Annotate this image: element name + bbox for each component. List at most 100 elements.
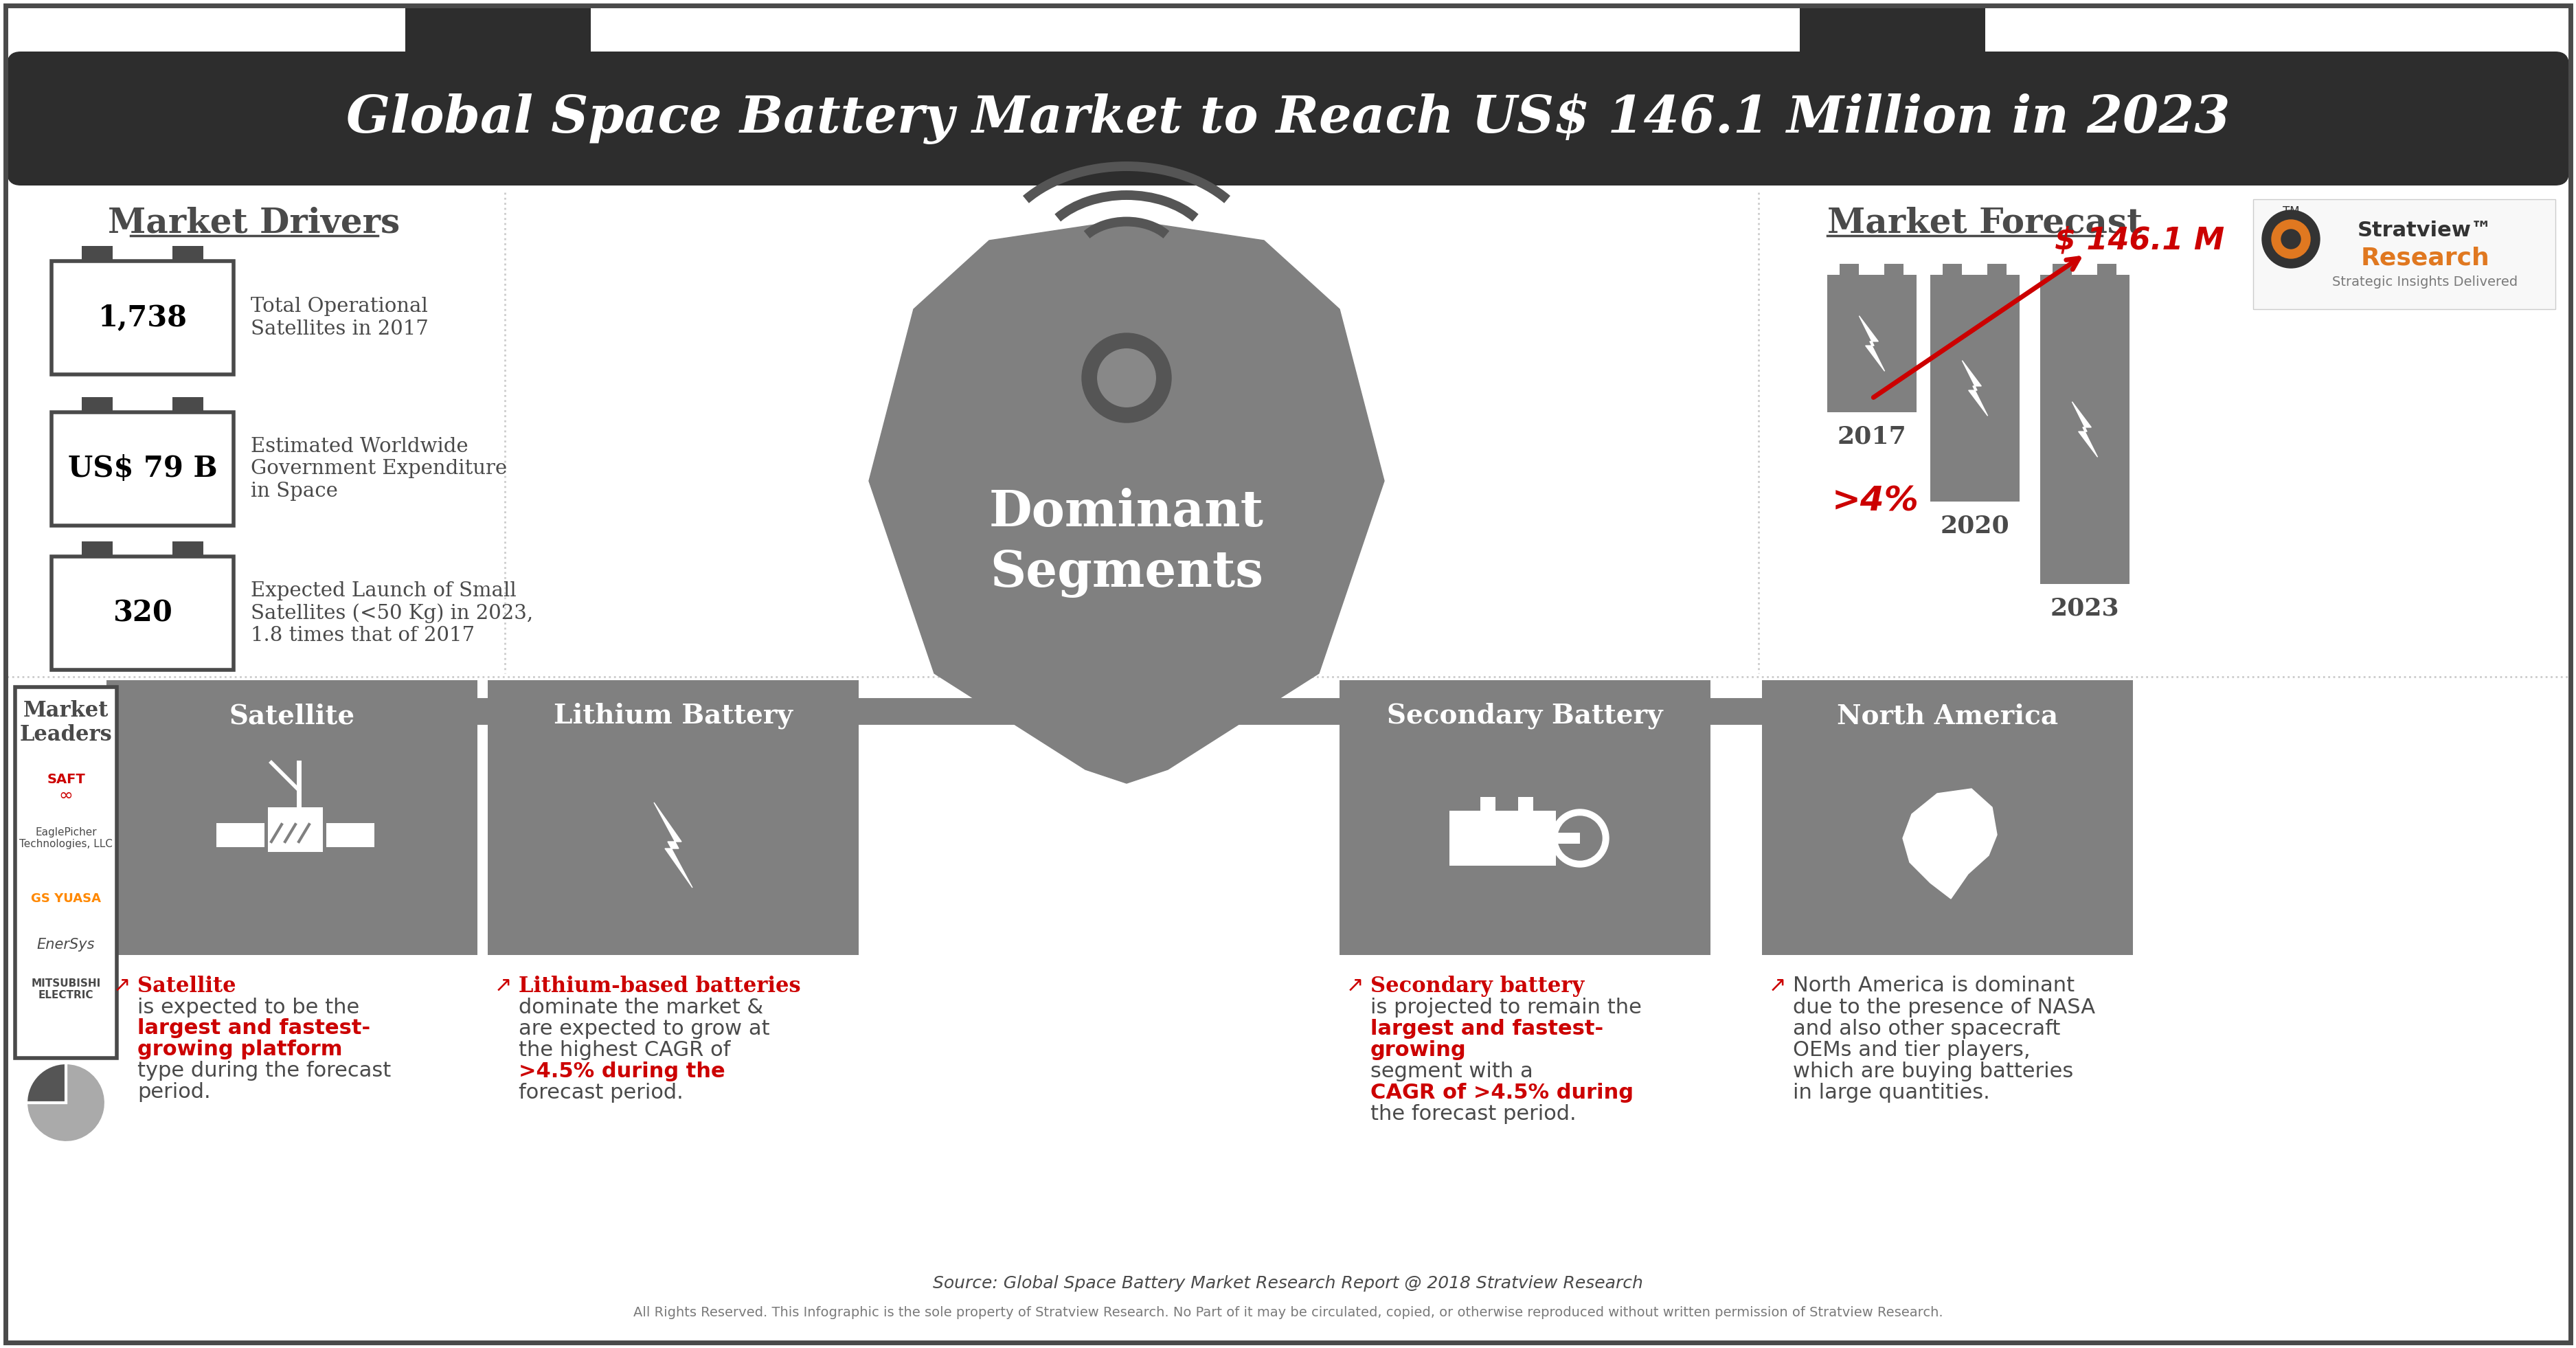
Circle shape — [2282, 229, 2300, 249]
Polygon shape — [1963, 360, 1989, 417]
Bar — [1517, 797, 1533, 814]
Text: ↗: ↗ — [113, 976, 137, 996]
Text: dominate the market &: dominate the market & — [518, 998, 762, 1018]
Bar — [1883, 264, 1904, 275]
Bar — [1450, 810, 1556, 865]
Text: Strategic Insights Delivered: Strategic Insights Delivered — [2331, 275, 2517, 288]
Bar — [404, 7, 590, 65]
Text: in large quantities.: in large quantities. — [1793, 1082, 1989, 1103]
Text: the forecast period.: the forecast period. — [1370, 1104, 1577, 1124]
Bar — [2097, 264, 2117, 275]
Text: largest and fastest-: largest and fastest- — [137, 1018, 371, 1038]
Polygon shape — [2071, 402, 2097, 457]
Text: Dominant
Segments: Dominant Segments — [989, 488, 1265, 597]
Bar — [2053, 264, 2071, 275]
Bar — [1801, 7, 1986, 65]
Text: due to the presence of NASA: due to the presence of NASA — [1793, 998, 2094, 1018]
Bar — [1839, 264, 1860, 275]
Text: SAFT: SAFT — [46, 774, 85, 786]
Bar — [106, 681, 477, 954]
Text: Secondary Battery: Secondary Battery — [1386, 702, 1664, 729]
Text: Expected Launch of Small
Satellites (<50 Kg) in 2023,
1.8 times that of 2017: Expected Launch of Small Satellites (<50… — [250, 581, 533, 646]
Text: and also other spacecraft: and also other spacecraft — [1793, 1019, 2061, 1039]
Text: Source: Global Space Battery Market Research Report @ 2018 Stratview Research: Source: Global Space Battery Market Rese… — [933, 1275, 1643, 1291]
Text: Market Forecast: Market Forecast — [1826, 206, 2143, 240]
Bar — [216, 824, 265, 847]
Text: is projected to remain the: is projected to remain the — [1370, 998, 1641, 1018]
Circle shape — [1551, 809, 1610, 867]
Text: forecast period.: forecast period. — [518, 1082, 683, 1103]
Bar — [1481, 797, 1497, 814]
Text: EnerSys: EnerSys — [36, 938, 95, 952]
Text: ↗: ↗ — [1347, 976, 1370, 996]
Circle shape — [2272, 220, 2311, 259]
Bar — [1826, 275, 1917, 412]
Text: >4%: >4% — [1832, 485, 1919, 518]
Circle shape — [1097, 349, 1157, 407]
Text: 2020: 2020 — [1940, 514, 2009, 538]
Text: Lithium Battery: Lithium Battery — [554, 702, 793, 729]
Bar — [1986, 264, 2007, 275]
Text: segment with a: segment with a — [1370, 1061, 1533, 1081]
Bar — [52, 412, 234, 526]
Text: growing: growing — [1370, 1041, 1466, 1060]
Text: OEMs and tier players,: OEMs and tier players, — [1793, 1041, 2030, 1060]
Text: MITSUBISHI
ELECTRIC: MITSUBISHI ELECTRIC — [31, 979, 100, 1000]
Polygon shape — [868, 220, 1383, 783]
Text: Satellite: Satellite — [229, 702, 355, 729]
Polygon shape — [1904, 789, 1996, 899]
Bar — [82, 245, 113, 262]
Bar — [1942, 264, 1963, 275]
Text: 2023: 2023 — [2050, 596, 2120, 620]
Text: ↗: ↗ — [1770, 976, 1793, 996]
Bar — [1929, 275, 2020, 501]
Bar — [173, 398, 204, 412]
Text: Estimated Worldwide
Government Expenditure
in Space: Estimated Worldwide Government Expenditu… — [250, 437, 507, 501]
Text: Research: Research — [2360, 245, 2488, 270]
Text: 320: 320 — [113, 599, 173, 628]
Text: type during the forecast: type during the forecast — [137, 1061, 392, 1081]
Bar — [15, 687, 116, 1058]
Text: is expected to be the: is expected to be the — [137, 998, 361, 1018]
Wedge shape — [26, 1062, 67, 1103]
Text: EaglePicher
Technologies, LLC: EaglePicher Technologies, LLC — [18, 828, 113, 849]
Bar — [173, 245, 204, 262]
Text: 1,738: 1,738 — [98, 303, 188, 332]
Bar — [2254, 200, 2555, 309]
Text: CAGR of >4.5% during: CAGR of >4.5% during — [1370, 1082, 1633, 1103]
Text: Stratview™: Stratview™ — [2357, 220, 2494, 240]
Polygon shape — [654, 802, 693, 888]
Text: US$ 79 B: US$ 79 B — [67, 454, 216, 484]
Bar — [487, 681, 858, 954]
Text: Lithium-based batteries: Lithium-based batteries — [518, 976, 801, 998]
Bar — [327, 824, 374, 847]
Bar — [82, 542, 113, 557]
Text: North America: North America — [1837, 702, 2058, 729]
Bar — [1556, 833, 1579, 844]
Text: Secondary battery: Secondary battery — [1370, 976, 1584, 998]
Circle shape — [1082, 333, 1172, 422]
Text: period.: period. — [137, 1082, 211, 1103]
Text: ↗: ↗ — [495, 976, 518, 996]
Text: >4.5% during the: >4.5% during the — [518, 1061, 726, 1081]
Bar — [1762, 681, 2133, 954]
Bar — [82, 398, 113, 412]
Text: $ 146.1 M: $ 146.1 M — [2056, 225, 2226, 255]
Wedge shape — [26, 1062, 106, 1143]
Bar — [8, 186, 2568, 1341]
Bar — [52, 557, 234, 670]
Text: the highest CAGR of: the highest CAGR of — [518, 1041, 732, 1060]
Bar — [52, 262, 234, 375]
Text: which are buying batteries: which are buying batteries — [1793, 1061, 2074, 1081]
Text: largest and fastest-: largest and fastest- — [1370, 1019, 1602, 1039]
Text: Market Drivers: Market Drivers — [108, 206, 399, 240]
Text: TM: TM — [2282, 205, 2300, 218]
Text: growing platform: growing platform — [137, 1039, 343, 1060]
Text: are expected to grow at: are expected to grow at — [518, 1019, 770, 1039]
Text: 2017: 2017 — [1837, 425, 1906, 448]
Text: North America is dominant: North America is dominant — [1793, 976, 2074, 996]
Text: ∞: ∞ — [59, 787, 72, 803]
Bar — [173, 542, 204, 557]
Text: Total Operational
Satellites in 2017: Total Operational Satellites in 2017 — [250, 297, 428, 338]
Polygon shape — [1860, 315, 1886, 371]
